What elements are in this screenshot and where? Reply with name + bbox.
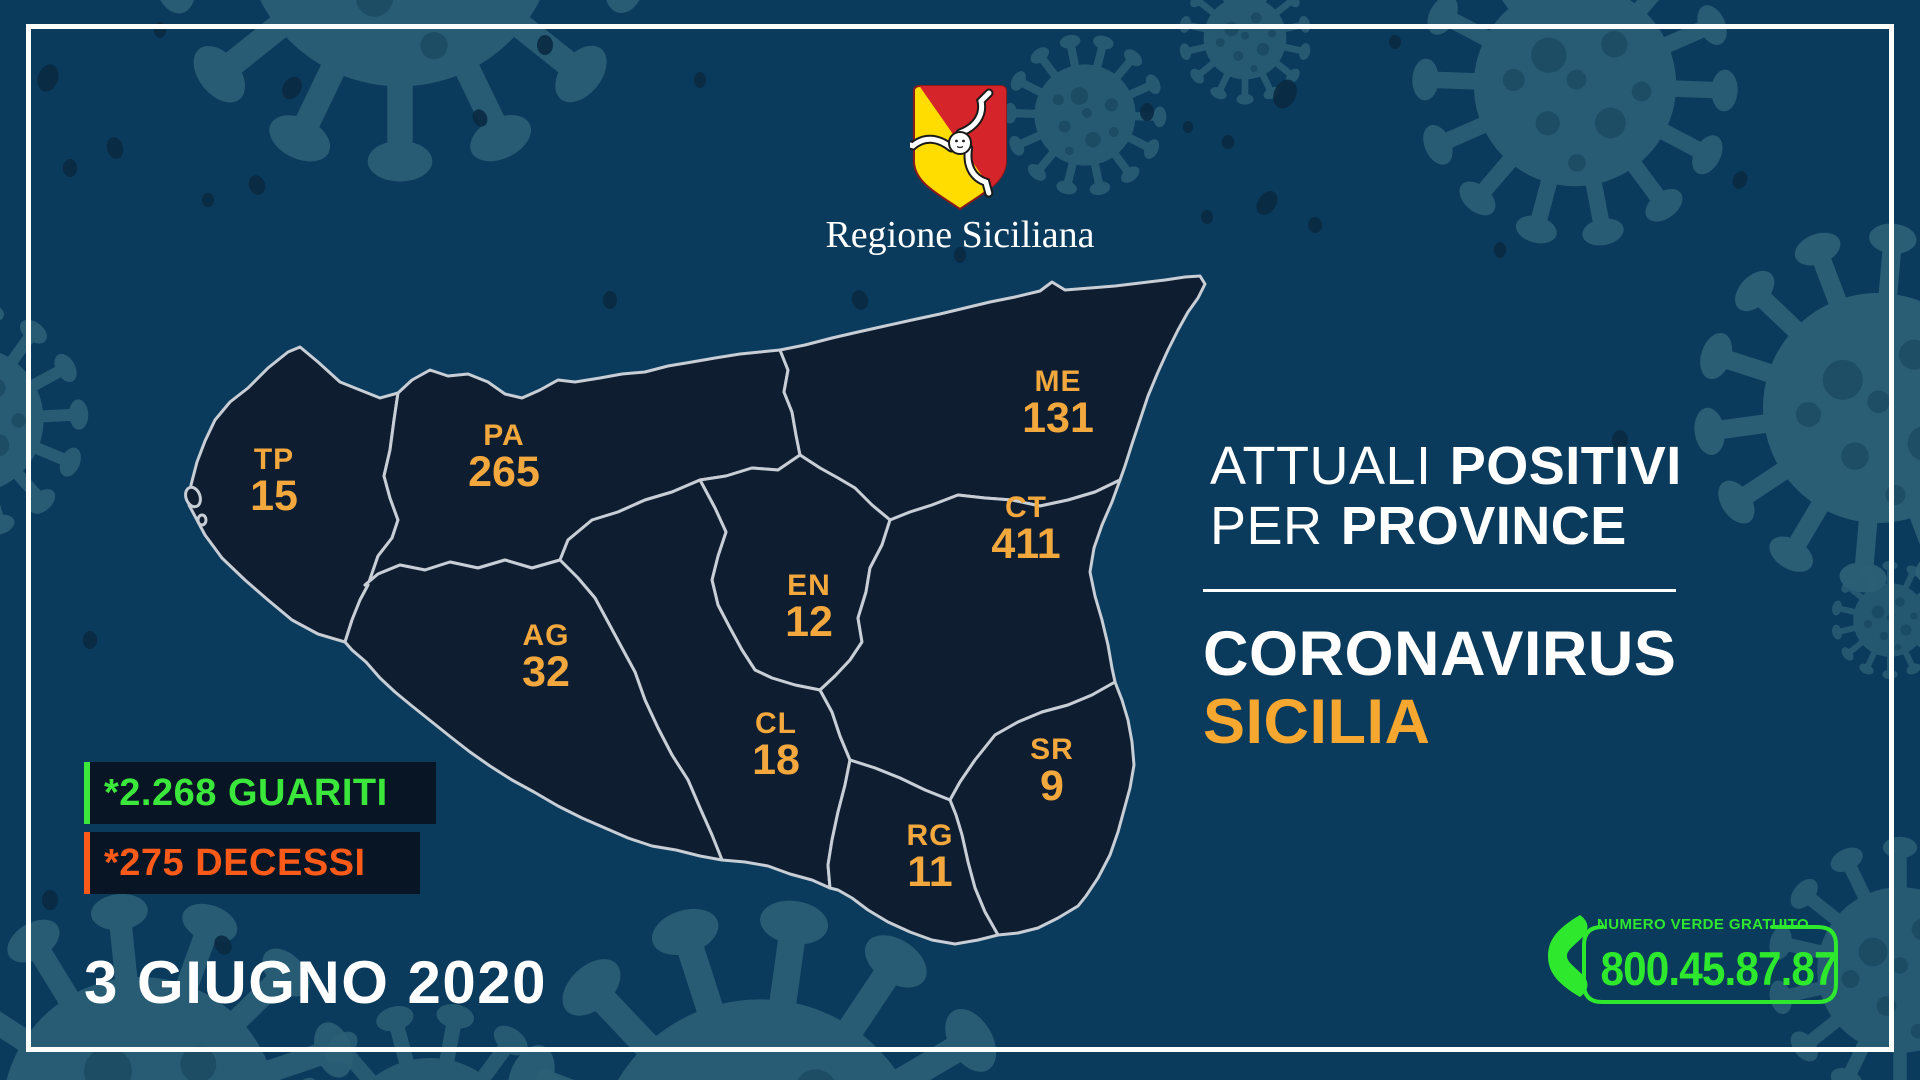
province-code: SR [1030,733,1074,766]
province-code: EN [787,569,831,602]
province-value: 11 [907,848,953,896]
hotline-number: 800.45.87.87 [1600,942,1838,995]
background-speckles [37,22,1748,955]
hotline-border [1582,925,1838,1004]
province-value: 18 [752,736,800,784]
province-shape-ragusa [826,758,1000,946]
province-value: 411 [991,520,1061,568]
province-shape-agrigento [343,558,724,862]
headline-attuali-positivi: ATTUALI POSITIVI PER PROVINCE [1210,436,1682,556]
deaths-stat-box: *275 DECESSI [84,832,420,894]
subtitle-sicilia: SICILIA [1203,687,1431,757]
province-value: 131 [1022,394,1094,442]
map-label-agrigento: AG 32 [522,620,570,694]
province-value: 9 [1040,762,1064,810]
province-code: AG [522,619,570,652]
region-name: Regione Siciliana [825,214,1095,256]
province-value: 32 [522,648,570,696]
subtitle-coronavirus-sicilia: CORONAVIRUS SICILIA [1203,620,1676,756]
map-label-trapani: TP 15 [250,444,298,518]
hotline-box: NUMERO VERDE GRATUITO 800.45.87.87 [1540,905,1850,1010]
deaths-stat-label: *275 DECESSI [104,841,366,884]
map-label-enna: EN 12 [785,570,833,644]
province-value: 265 [468,448,540,496]
province-code: CT [1005,491,1047,524]
sicily-coat-of-arms [910,85,1010,211]
island-egadi [184,485,202,509]
map-label-palermo: PA 265 [468,420,540,494]
hotline-label: NUMERO VERDE GRATUITO [1597,916,1810,933]
headline-line1: ATTUALI POSITIVI [1210,436,1682,496]
map-label-ragusa: RG 11 [907,820,954,894]
map-label-caltanissetta: CL 18 [752,708,800,782]
headline-line2: PER PROVINCE [1210,496,1627,556]
subtitle-coronavirus: CORONAVIRUS [1203,619,1677,689]
province-code: TP [253,443,295,476]
province-code: CL [755,707,797,740]
report-date: 3 GIUGNO 2020 [84,949,548,1016]
headline-divider [1203,589,1676,592]
province-value: 12 [785,598,833,646]
province-code: ME [1034,365,1082,398]
map-label-messina: ME 131 [1022,366,1094,440]
province-shape-siracusa [948,680,1136,937]
province-code: RG [906,819,954,852]
island-small [196,513,208,527]
province-value: 15 [250,472,298,520]
triskelion [910,88,1003,193]
recovered-stat-box: *2.268 GUARITI [84,762,436,824]
map-label-siracusa: SR 9 [1030,734,1074,808]
province-code: PA [483,419,525,452]
map-label-catania: CT 411 [991,492,1060,566]
phone-icon [1548,915,1588,997]
recovered-stat-label: *2.268 GUARITI [104,771,388,814]
